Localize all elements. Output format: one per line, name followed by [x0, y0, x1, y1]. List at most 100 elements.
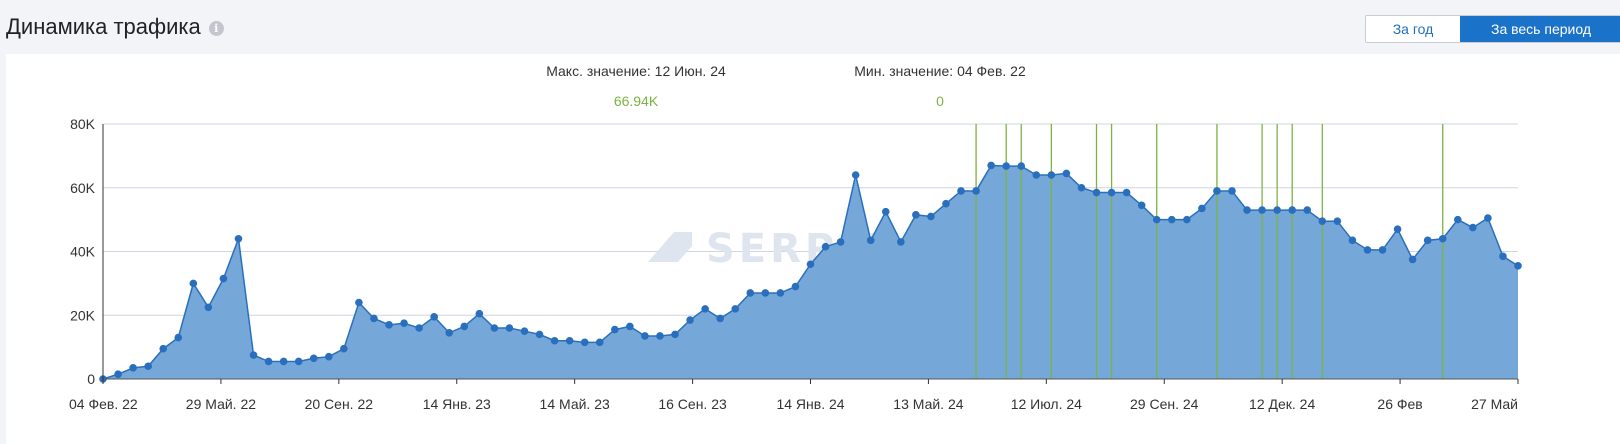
data-point [656, 332, 664, 340]
max-stat: Макс. значение: 12 Июн. 24 66.94K [536, 63, 736, 109]
data-point [1378, 246, 1387, 254]
x-tick-label: 29 Май. 22 [186, 396, 256, 412]
data-point [641, 332, 649, 340]
data-point [1273, 206, 1281, 214]
data-point [1469, 223, 1477, 232]
data-point [972, 187, 980, 195]
data-point [114, 370, 122, 379]
data-point [866, 236, 875, 245]
x-tick-label: 12 Июл. 24 [1011, 396, 1082, 412]
data-point [204, 303, 213, 312]
data-point [626, 322, 634, 331]
y-tick-label: 20K [70, 307, 96, 323]
period-toggle: За год За весь период [1365, 15, 1620, 43]
data-point [851, 171, 860, 179]
data-point [776, 289, 785, 297]
x-tick-label: 26 Фев [1377, 396, 1422, 412]
data-point [505, 324, 514, 332]
data-point [430, 313, 438, 321]
data-point [1092, 188, 1101, 197]
max-stat-label: Макс. значение: 12 Июн. 24 [546, 63, 726, 79]
data-point [1303, 206, 1312, 214]
data-point [671, 330, 679, 339]
data-point [881, 207, 890, 216]
data-point [1062, 169, 1071, 178]
serpstat-logo-icon [648, 232, 692, 262]
header: Динамика трафика i За год За весь период [0, 0, 1620, 54]
data-point [731, 305, 740, 313]
x-tick-label: 29 Сен. 24 [1130, 396, 1199, 412]
data-point [1213, 187, 1221, 195]
data-point [475, 309, 484, 318]
period-all-button[interactable]: За весь период [1460, 16, 1620, 42]
data-point [1077, 183, 1086, 192]
data-point [942, 199, 950, 208]
y-tick-label: 60K [70, 180, 96, 196]
max-stat-value: 66.94K [613, 93, 659, 109]
data-point [1423, 236, 1432, 245]
data-point [791, 282, 800, 291]
data-point [927, 212, 935, 221]
page-title-text: Динамика трафика [6, 14, 201, 39]
data-point [1032, 171, 1041, 179]
data-point [1258, 206, 1266, 214]
info-icon[interactable]: i [208, 20, 224, 36]
data-point [1514, 262, 1522, 270]
data-point [1152, 215, 1161, 224]
data-point [415, 324, 423, 332]
data-point [1198, 204, 1206, 213]
data-point [1348, 236, 1357, 245]
page-title: Динамика трафика i [6, 14, 224, 40]
data-point [355, 298, 363, 307]
data-point [1047, 171, 1056, 179]
data-point [294, 357, 303, 366]
x-tick-label: 16 Сен. 23 [658, 396, 727, 412]
data-point [1243, 206, 1251, 214]
data-point [1363, 246, 1372, 254]
data-point [746, 289, 755, 297]
x-tick-label: 14 Янв. 24 [776, 396, 844, 412]
data-point [550, 336, 559, 345]
data-point [1017, 162, 1026, 170]
min-stat-value: 0 [936, 93, 944, 109]
data-point [400, 319, 408, 328]
data-point [279, 357, 288, 366]
data-point [957, 187, 965, 195]
data-point [806, 260, 815, 269]
period-year-button[interactable]: За год [1366, 16, 1460, 42]
x-tick-label: 12 Дек. 24 [1249, 396, 1315, 412]
data-point [1137, 201, 1146, 210]
data-point [761, 289, 770, 297]
data-point [159, 344, 168, 353]
data-point [1453, 215, 1462, 224]
data-point [144, 362, 152, 371]
data-point [490, 324, 499, 332]
data-point [821, 242, 830, 251]
data-point [1167, 215, 1176, 224]
data-point [249, 351, 258, 359]
min-stat: Мин. значение: 04 Фев. 22 0 [840, 63, 1040, 109]
data-point [897, 238, 905, 246]
data-point [912, 211, 920, 219]
data-point [1318, 217, 1327, 226]
data-point [701, 305, 709, 313]
data-point [520, 327, 529, 335]
data-point [264, 357, 273, 366]
x-tick-label: 13 Май. 24 [893, 396, 963, 412]
y-tick-label: 80K [70, 116, 96, 132]
data-point [1288, 206, 1297, 214]
data-point [385, 321, 393, 329]
data-point [324, 352, 333, 361]
data-point [565, 336, 574, 345]
data-point [309, 354, 318, 363]
data-point [1183, 215, 1191, 224]
data-point [595, 338, 604, 347]
data-point [1122, 188, 1131, 197]
data-point [1107, 188, 1116, 197]
data-point [1002, 162, 1010, 170]
data-point [445, 328, 454, 337]
data-point [580, 338, 589, 347]
data-point [234, 234, 243, 243]
min-stat-label: Мин. значение: 04 Фев. 22 [854, 63, 1026, 79]
y-tick-label: 0 [87, 371, 95, 387]
